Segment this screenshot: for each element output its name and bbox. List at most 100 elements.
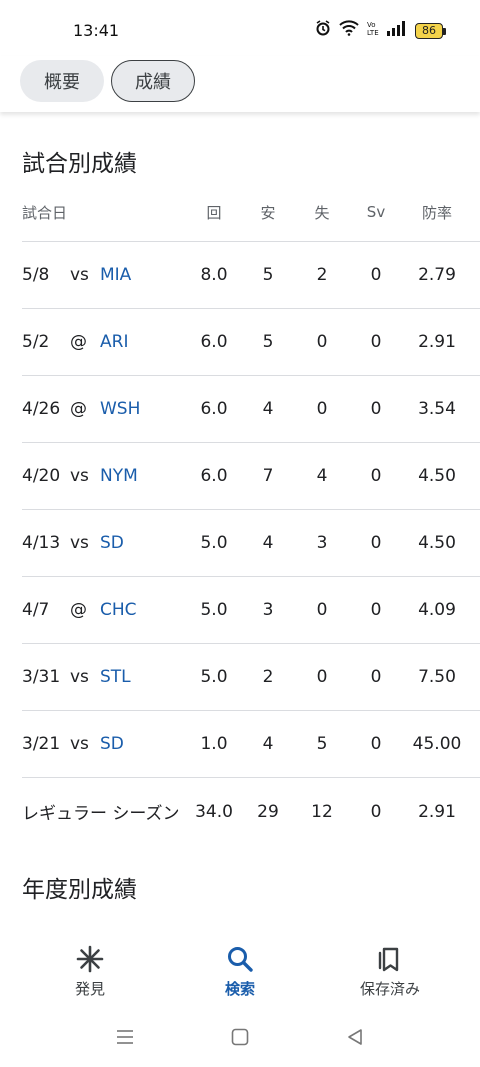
earned-runs: 0 [316,399,328,419]
stats-content: 試合別成績 試合日 回 安 失 Sv 防率 5/8 vs MIA 8.0 5 2… [0,122,480,932]
game-date: 3/21 [22,734,61,754]
table-row[interactable]: 5/2 @ ARI 6.0 5 0 0 2.91 [22,309,480,376]
table-row[interactable]: 4/26 @ WSH 6.0 4 0 0 3.54 [22,376,480,443]
asterisk-icon [76,945,104,973]
saves: 0 [370,533,382,553]
home-icon[interactable] [231,1028,249,1046]
total-earned-runs: 12 [311,801,333,822]
header-hits: 安 [260,203,276,222]
opponent-link[interactable]: SD [100,734,124,754]
era: 4.09 [418,600,456,620]
earned-runs: 0 [316,600,328,620]
tab-overview[interactable]: 概要 [20,60,104,102]
home-away: vs [70,265,89,285]
hits: 7 [262,466,274,486]
home-away: vs [70,734,89,754]
innings-pitched: 6.0 [200,399,228,419]
saves: 0 [370,399,382,419]
era: 2.79 [418,265,456,285]
era: 4.50 [418,466,456,486]
saves: 0 [370,667,382,687]
era: 2.91 [418,332,456,352]
svg-text:Vo: Vo [367,21,376,29]
saves: 0 [370,265,382,285]
game-date: 5/8 [22,265,50,285]
svg-text:LTE: LTE [367,29,379,36]
era: 45.00 [412,734,462,754]
game-date: 4/20 [22,466,61,486]
earned-runs: 2 [316,265,328,285]
table-row[interactable]: 3/31 vs STL 5.0 2 0 0 7.50 [22,644,480,711]
table-row[interactable]: 4/7 @ CHC 5.0 3 0 0 4.09 [22,577,480,644]
nav-search[interactable]: 検索 [180,944,300,999]
menu-icon[interactable] [116,1028,134,1046]
earned-runs: 3 [316,533,328,553]
total-hits: 29 [257,801,279,822]
table-row[interactable]: 4/20 vs NYM 6.0 7 4 0 4.50 [22,443,480,510]
signal-icon [387,20,407,42]
game-date: 4/7 [22,600,50,620]
total-saves: 0 [370,801,382,822]
table-row[interactable]: 4/13 vs SD 5.0 4 3 0 4.50 [22,510,480,577]
header-earned-runs: 失 [314,203,330,222]
season-stats-title: 年度別成績 [22,877,137,903]
opponent-link[interactable]: WSH [100,399,141,419]
header-ip: 回 [206,203,222,222]
opponent-link[interactable]: MIA [100,265,132,285]
alarm-icon [315,20,331,42]
opponent-link[interactable]: NYM [100,466,138,486]
status-icons: Vo LTE 86 [315,20,446,42]
opponent-link[interactable]: CHC [100,600,137,620]
nav-saved-label: 保存済み [359,980,420,998]
opponent-link[interactable]: SD [100,533,124,553]
hits: 4 [262,399,274,419]
home-away: @ [70,600,87,620]
saves: 0 [370,600,382,620]
earned-runs: 4 [316,466,328,486]
total-row: レギュラー シーズン 34.0 29 12 0 2.91 [22,778,480,845]
wifi-icon [339,20,359,42]
earned-runs: 0 [316,332,328,352]
status-bar: 13:41 Vo LTE 86 [0,0,480,56]
table-row[interactable]: 3/21 vs SD 1.0 4 5 0 45.00 [22,711,480,778]
hits: 4 [262,734,274,754]
total-innings-pitched: 34.0 [195,801,233,822]
earned-runs: 5 [316,734,328,754]
earned-runs: 0 [316,667,328,687]
innings-pitched: 5.0 [200,600,228,620]
opponent-link[interactable]: STL [100,667,131,687]
header-saves: Sv [366,203,386,221]
bookmarks-icon [378,947,399,972]
battery-level: 86 [415,23,443,39]
game-date: 3/31 [22,667,61,687]
opponent-link[interactable]: ARI [100,332,129,352]
home-away: @ [70,332,87,352]
bottom-navigation: 発見 検索 保存済み [0,932,480,1012]
total-label: レギュラー シーズン [22,804,180,824]
table-header: 試合日 回 安 失 Sv 防率 [22,182,480,242]
home-away: vs [70,466,89,486]
hits: 5 [262,332,274,352]
status-time: 13:41 [73,21,120,40]
innings-pitched: 5.0 [200,533,228,553]
back-icon[interactable] [346,1028,364,1046]
game-date: 4/13 [22,533,61,553]
table-row[interactable]: 5/8 vs MIA 8.0 5 2 0 2.79 [22,242,480,309]
game-date: 4/26 [22,399,61,419]
volte-icon: Vo LTE [367,20,379,42]
innings-pitched: 8.0 [200,265,228,285]
innings-pitched: 6.0 [200,332,228,352]
tab-stats[interactable]: 成績 [111,60,195,102]
nav-discover[interactable]: 発見 [30,944,150,999]
home-away: vs [70,667,89,687]
era: 4.50 [418,533,456,553]
era: 7.50 [418,667,456,687]
saves: 0 [370,734,382,754]
nav-discover-label: 発見 [74,980,105,998]
total-era: 2.91 [418,801,456,822]
hits: 2 [262,667,274,687]
nav-saved[interactable]: 保存済み [330,944,450,999]
innings-pitched: 1.0 [200,734,228,754]
game-date: 5/2 [22,332,50,352]
hits: 3 [262,600,274,620]
